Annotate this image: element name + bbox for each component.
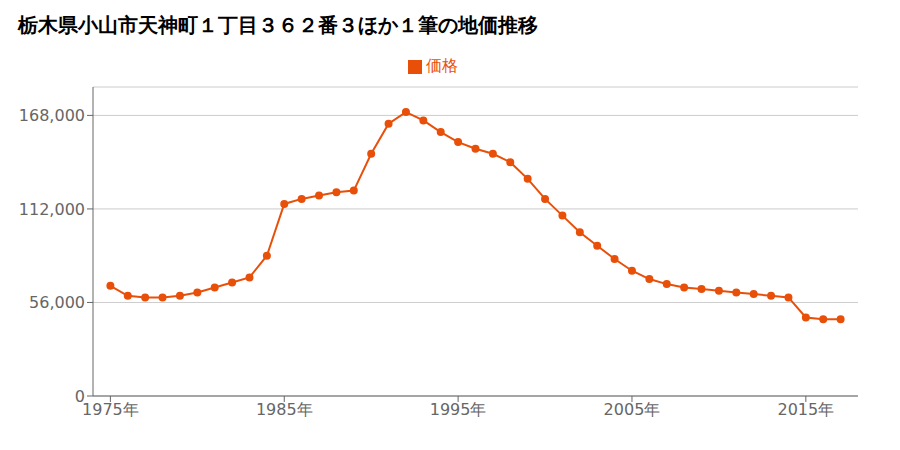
svg-text:2015年: 2015年 xyxy=(777,400,834,419)
html-text:栃木県小山市天神町１丁目３６２番３ほか１筆の地価推移: 栃木県小山市天神町１丁目３６２番３ほか１筆の地価推移 xyxy=(18,13,538,37)
svg-text:2005年: 2005年 xyxy=(604,400,661,419)
svg-text:1975年: 1975年 xyxy=(82,400,139,419)
svg-text:56,000: 56,000 xyxy=(29,293,85,312)
svg-text:112,000: 112,000 xyxy=(19,200,85,219)
svg-text:1995年: 1995年 xyxy=(430,400,487,419)
html-text:価格: 価格 xyxy=(426,56,458,75)
svg-text:168,000: 168,000 xyxy=(19,106,85,125)
svg-text:1985年: 1985年 xyxy=(256,400,313,419)
svg-text:0: 0 xyxy=(75,387,85,406)
